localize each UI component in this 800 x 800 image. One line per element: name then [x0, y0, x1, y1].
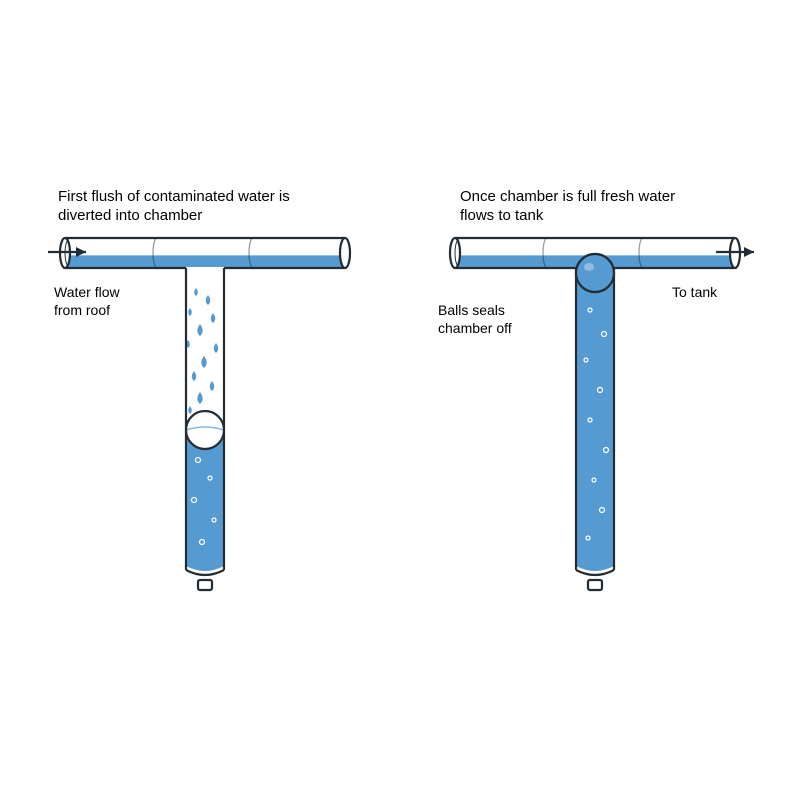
- diagram-right: [0, 0, 800, 800]
